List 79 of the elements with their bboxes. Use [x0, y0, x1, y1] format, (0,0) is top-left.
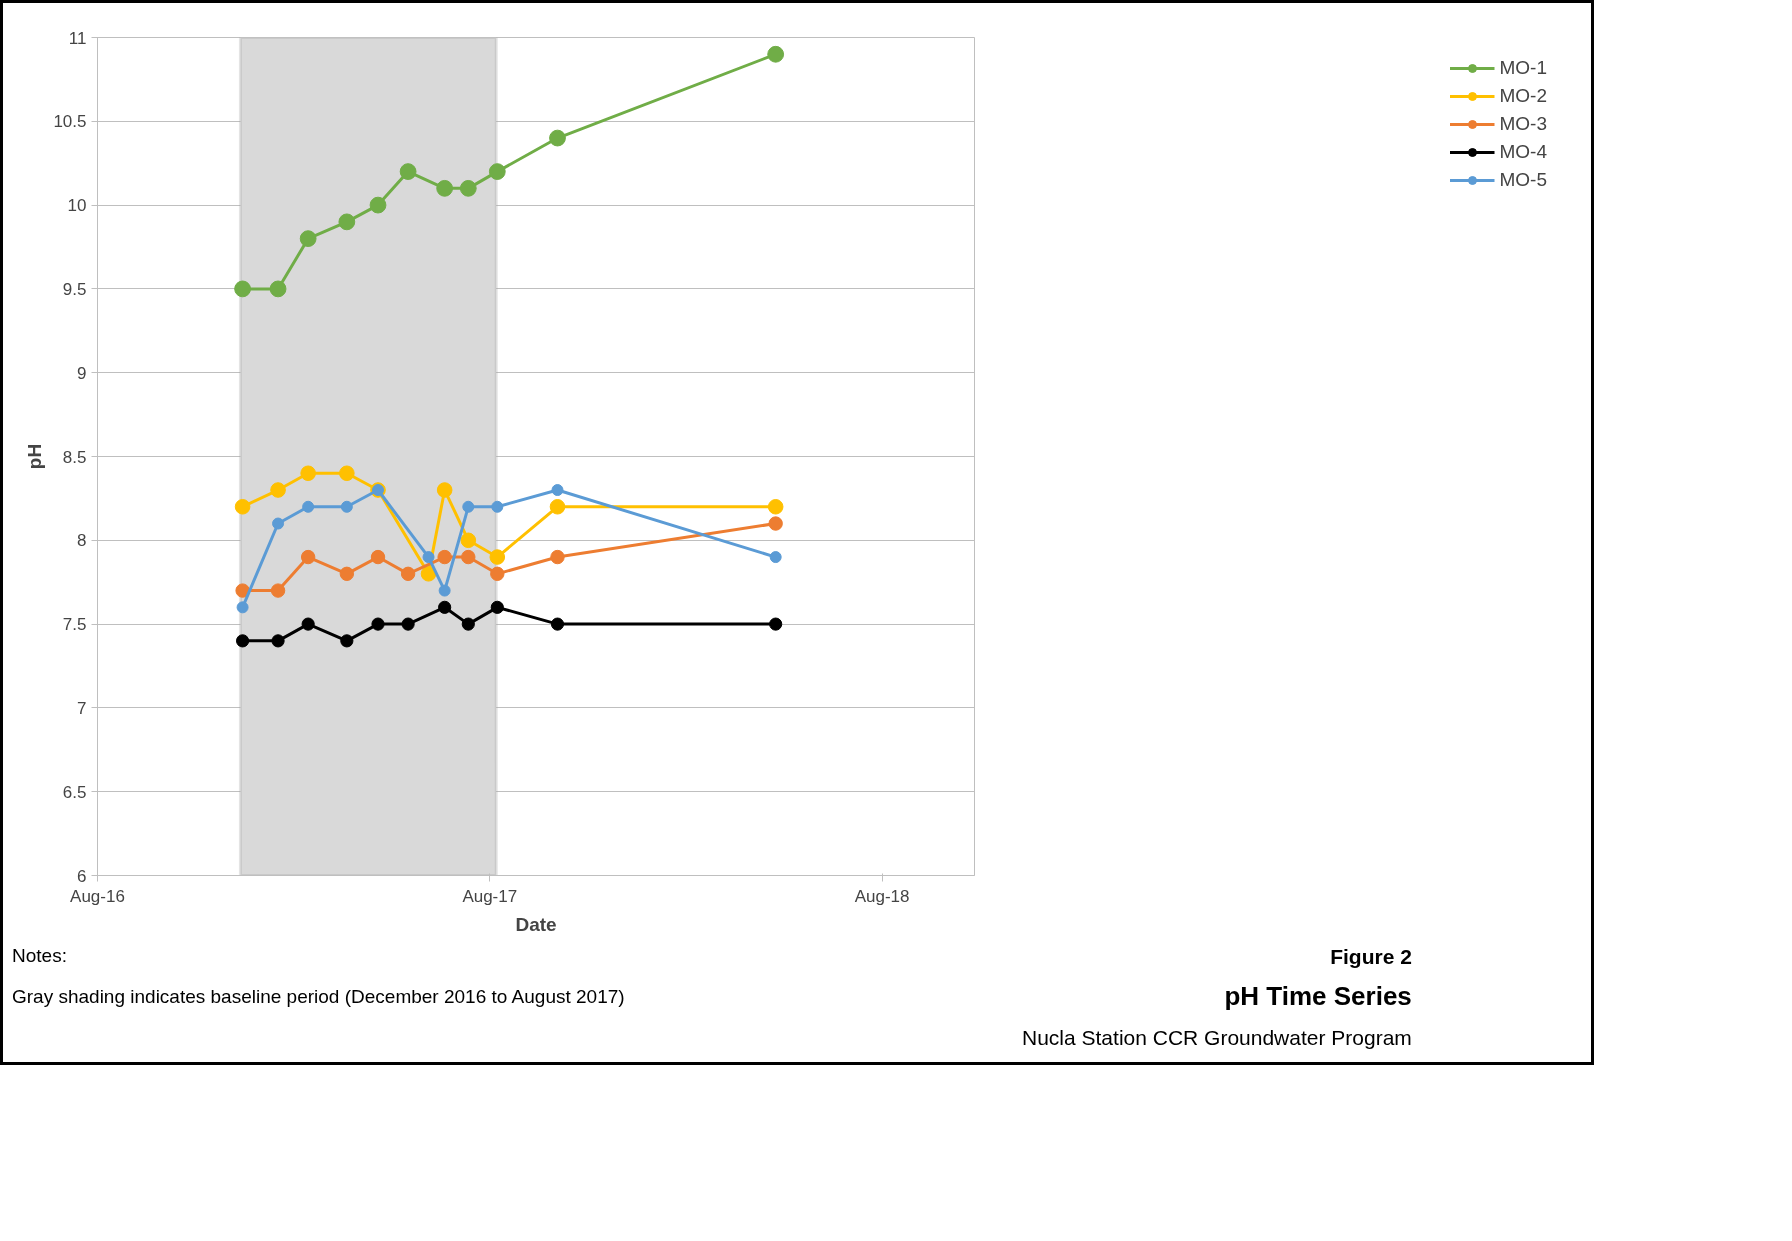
- point: [491, 500, 504, 513]
- point: [551, 484, 564, 497]
- point: [436, 482, 453, 498]
- point: [420, 566, 437, 582]
- point: [340, 500, 353, 513]
- point: [339, 465, 355, 482]
- point: [371, 617, 385, 631]
- point: [459, 179, 477, 197]
- y-tick-label: 9: [77, 363, 87, 383]
- point: [269, 280, 287, 298]
- text: Gray shading indicates baseline period (December 2016 to August 2017): [12, 985, 625, 1010]
- point: [549, 498, 566, 515]
- y-tick-label: 8.5: [62, 447, 87, 467]
- point: [370, 549, 386, 565]
- legend-label: MO-5: [1499, 169, 1547, 191]
- text: pH Time Series: [1223, 980, 1412, 1013]
- point: [490, 600, 504, 614]
- legend-label: MO-3: [1499, 113, 1547, 135]
- y-tick-label: 6: [77, 866, 87, 886]
- point: [769, 551, 782, 564]
- point: [769, 617, 783, 631]
- caption: Figure 2: [1329, 944, 1412, 970]
- point: [270, 482, 286, 498]
- y-tick-label: 7: [77, 698, 87, 718]
- point: [401, 617, 415, 631]
- point: [300, 465, 316, 482]
- y-axis-title: pH: [24, 443, 46, 470]
- x-tick-label: Aug-16: [70, 886, 125, 906]
- point: [234, 280, 251, 298]
- point: [488, 163, 506, 180]
- point: [767, 498, 784, 515]
- point: [235, 583, 250, 598]
- x-axis-title: Date: [515, 913, 557, 935]
- y-tick-label: 11: [68, 28, 87, 48]
- x-tick-label: Aug-17: [462, 886, 518, 906]
- point: [340, 634, 354, 648]
- point: [299, 230, 317, 247]
- point: [489, 549, 506, 565]
- point: [460, 532, 477, 549]
- point: [437, 549, 452, 565]
- point: [462, 500, 475, 513]
- legend-label: MO-2: [1499, 85, 1547, 107]
- point: [767, 45, 785, 63]
- point: [550, 617, 565, 631]
- point: [300, 549, 316, 565]
- point: [272, 517, 285, 530]
- point: [399, 163, 417, 180]
- y-tick-label: 8: [77, 531, 87, 551]
- point: [438, 584, 451, 597]
- point: [400, 566, 416, 582]
- x-tick-label: Aug-18: [854, 886, 910, 906]
- point: [236, 601, 249, 614]
- point: [490, 566, 505, 582]
- legend-label: MO-4: [1499, 141, 1547, 163]
- text: Nucla Station CCR Groundwater Program: [1022, 1025, 1412, 1052]
- legend-label: MO-1: [1499, 57, 1547, 79]
- point: [422, 551, 435, 564]
- point: [338, 213, 356, 231]
- y-tick-label: 6.5: [62, 782, 87, 802]
- y-tick-label: 7.5: [62, 615, 87, 635]
- point: [550, 549, 565, 565]
- text: Notes:: [12, 944, 68, 968]
- point: [369, 196, 387, 214]
- point: [438, 600, 452, 614]
- point: [271, 634, 285, 648]
- point: [302, 500, 315, 513]
- point: [270, 583, 286, 598]
- y-tick-label: 10: [67, 196, 87, 216]
- point: [235, 634, 250, 648]
- point: [549, 129, 566, 147]
- point: [461, 549, 476, 565]
- point: [339, 566, 355, 582]
- y-tick-label: 10.5: [53, 112, 87, 132]
- point: [768, 516, 783, 531]
- point: [436, 179, 454, 197]
- y-tick-label: 9.5: [62, 279, 87, 299]
- point: [234, 498, 251, 515]
- point: [301, 617, 315, 631]
- point: [461, 617, 475, 631]
